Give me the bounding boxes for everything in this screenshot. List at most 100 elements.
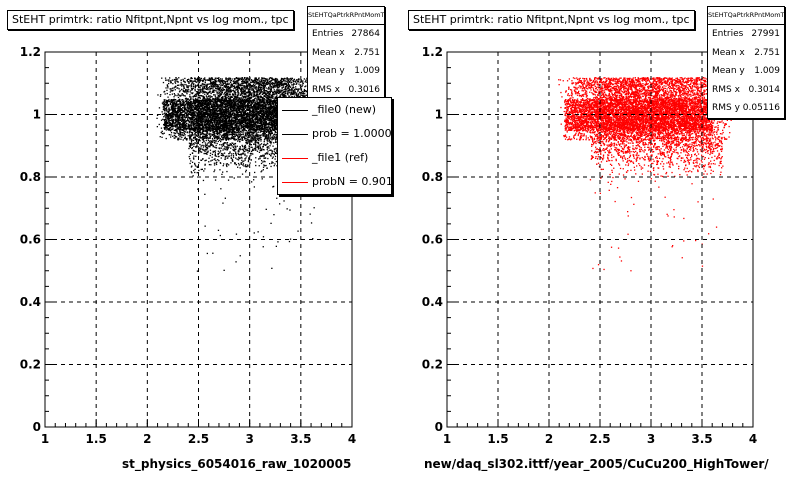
data-point — [212, 90, 214, 92]
data-point — [209, 80, 211, 82]
data-point — [182, 89, 184, 91]
data-point — [241, 89, 243, 91]
data-point — [197, 135, 199, 137]
data-point — [177, 132, 179, 135]
data-point — [293, 93, 296, 95]
data-point — [265, 83, 267, 85]
data-point — [252, 81, 254, 83]
data-point — [257, 98, 260, 101]
data-point — [212, 110, 214, 112]
data-point — [269, 84, 271, 86]
data-point — [218, 123, 220, 125]
data-point — [265, 79, 267, 81]
data-point — [224, 132, 226, 135]
data-point — [269, 91, 271, 93]
data-point — [263, 84, 265, 86]
data-point — [236, 80, 238, 82]
data-point — [193, 136, 195, 139]
data-point — [181, 94, 183, 96]
data-point — [239, 78, 241, 80]
data-point — [227, 79, 229, 81]
data-point — [198, 97, 201, 99]
data-point — [254, 95, 256, 97]
data-point — [244, 104, 246, 106]
data-point — [271, 79, 273, 82]
data-point — [177, 93, 179, 95]
data-point — [270, 138, 272, 140]
data-point — [174, 85, 177, 87]
data-point — [213, 91, 215, 93]
data-point — [224, 82, 227, 84]
data-point — [176, 132, 178, 134]
data-point — [182, 78, 184, 81]
data-point — [301, 94, 303, 96]
data-point — [223, 127, 225, 129]
data-point — [220, 131, 222, 134]
data-point — [186, 138, 188, 140]
data-point — [183, 130, 185, 132]
data-point — [216, 85, 218, 88]
data-point — [246, 97, 248, 99]
data-point — [261, 82, 264, 84]
data-point — [198, 130, 201, 132]
data-point — [255, 78, 257, 80]
data-point — [199, 85, 201, 87]
data-point — [246, 137, 248, 139]
data-point — [295, 81, 297, 83]
data-point — [262, 91, 264, 93]
data-point — [206, 132, 208, 134]
data-point — [224, 92, 226, 94]
data-point — [271, 82, 274, 84]
data-point — [211, 84, 213, 86]
data-point — [288, 86, 290, 88]
data-point — [254, 80, 256, 82]
data-point — [232, 85, 234, 87]
data-point — [245, 132, 247, 134]
data-point — [274, 96, 276, 98]
data-point — [273, 136, 276, 138]
data-point — [202, 98, 204, 100]
data-point — [208, 98, 210, 100]
data-point — [280, 77, 283, 80]
data-point — [174, 135, 176, 137]
data-point — [219, 91, 221, 94]
data-point — [271, 115, 273, 118]
data-point — [200, 91, 202, 93]
data-point — [198, 132, 200, 134]
data-point — [255, 83, 257, 85]
data-point — [224, 86, 226, 88]
data-point — [272, 138, 275, 140]
data-point — [230, 122, 232, 124]
data-point — [214, 94, 216, 96]
data-point — [303, 95, 306, 97]
data-point — [299, 88, 301, 90]
data-point — [288, 79, 290, 82]
data-point — [225, 78, 227, 80]
data-point — [262, 85, 264, 87]
data-point — [235, 78, 237, 80]
data-point — [272, 78, 275, 80]
data-point — [180, 88, 183, 91]
data-point — [185, 84, 187, 86]
data-point — [284, 88, 286, 91]
data-point — [175, 136, 178, 138]
data-point — [202, 96, 204, 99]
data-point — [233, 81, 235, 83]
data-point — [258, 90, 260, 92]
data-point — [289, 86, 292, 88]
data-point — [234, 135, 236, 137]
data-point — [237, 77, 239, 79]
data-point — [198, 81, 201, 84]
data-point — [223, 136, 225, 139]
data-point — [254, 77, 256, 79]
data-point — [194, 131, 197, 133]
data-point — [179, 105, 181, 107]
data-point — [237, 94, 239, 96]
data-point — [275, 122, 277, 124]
data-point — [279, 94, 281, 96]
data-point — [285, 87, 287, 89]
data-point — [279, 83, 281, 85]
data-point — [283, 91, 285, 93]
data-point — [277, 83, 279, 85]
data-point — [190, 77, 192, 79]
